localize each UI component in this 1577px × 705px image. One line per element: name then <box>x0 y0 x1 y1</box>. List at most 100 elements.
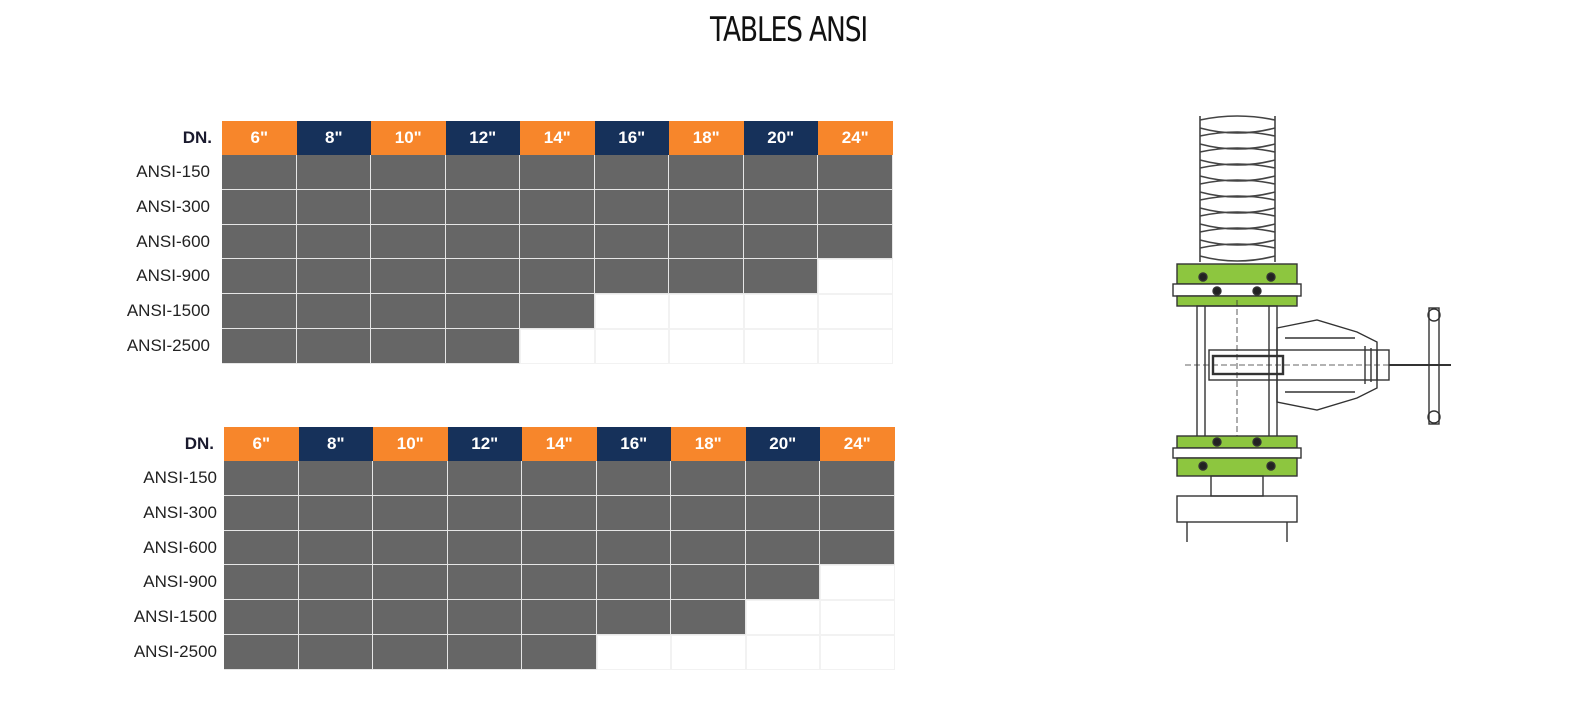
available-cell <box>296 224 371 260</box>
available-cell <box>298 565 373 601</box>
size-header-cell: 18" <box>671 427 746 461</box>
available-cell <box>520 294 595 329</box>
size-header-cell: 24" <box>818 121 893 155</box>
available-cell <box>222 329 297 364</box>
empty-cell <box>745 600 820 635</box>
size-header-cell: 8" <box>298 427 373 461</box>
available-cell <box>522 600 597 635</box>
available-cell <box>447 565 522 601</box>
available-cell <box>298 635 373 670</box>
available-cell <box>520 155 595 190</box>
available-cell <box>371 259 446 295</box>
available-cell <box>745 461 820 496</box>
available-cell <box>522 635 597 670</box>
pressure-class-label: ANSI-600 <box>136 231 210 251</box>
empty-cell <box>743 294 818 329</box>
available-cell <box>298 530 373 566</box>
available-cell <box>447 530 522 566</box>
pressure-class-label: ANSI-900 <box>136 266 210 286</box>
available-cell <box>743 259 818 295</box>
empty-cell <box>745 635 820 670</box>
size-header-cell: 14" <box>522 427 597 461</box>
available-cell <box>222 224 297 260</box>
available-cell <box>296 259 371 295</box>
available-cell <box>820 495 895 531</box>
empty-cell <box>820 635 895 670</box>
available-cell <box>818 189 893 225</box>
available-cell <box>671 600 746 635</box>
size-header-cell: 18" <box>669 121 744 155</box>
available-cell <box>671 461 746 496</box>
available-cell <box>818 155 893 190</box>
size-header-cell: 16" <box>594 121 669 155</box>
available-cell <box>447 600 522 635</box>
available-cell <box>371 155 446 190</box>
size-header-cell: 12" <box>447 427 522 461</box>
size-header-cell: 14" <box>520 121 595 155</box>
available-cell <box>447 461 522 496</box>
available-cell <box>745 495 820 531</box>
size-header-cell: 16" <box>596 427 671 461</box>
empty-cell <box>818 259 893 295</box>
available-cell <box>594 189 669 225</box>
available-cell <box>296 189 371 225</box>
available-cell <box>596 495 671 531</box>
empty-cell <box>596 635 671 670</box>
available-cell <box>224 635 299 670</box>
available-cell <box>743 224 818 260</box>
size-header-cell: 24" <box>820 427 895 461</box>
available-cell <box>671 495 746 531</box>
pressure-class-label: ANSI-2500 <box>126 336 210 355</box>
empty-cell <box>671 635 746 670</box>
pressure-class-label: ANSI-150 <box>143 468 217 487</box>
available-cell <box>445 224 520 260</box>
available-cell <box>222 294 297 329</box>
available-cell <box>224 461 299 496</box>
size-header-cell: 6" <box>222 121 297 155</box>
empty-cell <box>594 329 669 364</box>
available-cell <box>298 600 373 635</box>
available-cell <box>520 189 595 225</box>
gate-valve-drawing-icon <box>1165 110 1465 555</box>
available-cell <box>594 259 669 295</box>
available-cell <box>371 189 446 225</box>
pressure-class-label: ANSI-300 <box>136 196 210 216</box>
pressure-class-label: ANSI-900 <box>143 572 217 592</box>
available-cell <box>596 461 671 496</box>
available-cell <box>222 259 297 295</box>
available-cell <box>745 530 820 566</box>
available-cell <box>445 259 520 295</box>
available-cell <box>669 189 744 225</box>
available-cell <box>743 155 818 190</box>
dn-header-label: DN. <box>182 128 212 147</box>
available-cell <box>222 189 297 225</box>
available-cell <box>224 600 299 635</box>
page-title: TABLES ANSI <box>709 10 868 50</box>
available-cell <box>373 495 448 531</box>
available-cell <box>447 635 522 670</box>
empty-cell <box>594 294 669 329</box>
available-cell <box>298 495 373 531</box>
spring-icon <box>1199 115 1276 262</box>
empty-cell <box>818 329 893 364</box>
available-cell <box>445 329 520 364</box>
size-header-cell: 20" <box>745 427 820 461</box>
available-cell <box>371 329 446 364</box>
available-cell <box>520 224 595 260</box>
size-header-cell: 10" <box>373 427 448 461</box>
empty-cell <box>820 565 895 601</box>
available-cell <box>296 155 371 190</box>
available-cell <box>522 530 597 566</box>
size-header-cell: 6" <box>224 427 299 461</box>
available-cell <box>671 565 746 601</box>
available-cell <box>594 155 669 190</box>
available-cell <box>745 565 820 601</box>
available-cell <box>522 461 597 496</box>
dn-header-label: DN. <box>184 434 214 453</box>
available-cell <box>445 189 520 225</box>
empty-cell <box>520 329 595 364</box>
available-cell <box>596 600 671 635</box>
available-cell <box>373 461 448 496</box>
available-cell <box>743 189 818 225</box>
available-cell <box>820 461 895 496</box>
